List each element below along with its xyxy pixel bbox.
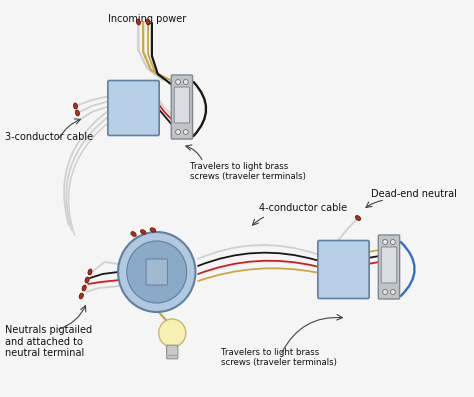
Circle shape [118,232,195,312]
Circle shape [391,239,395,245]
Circle shape [183,129,188,135]
Ellipse shape [75,110,79,116]
Circle shape [183,79,188,85]
Text: Neutrals pigtailed
and attached to
neutral terminal: Neutrals pigtailed and attached to neutr… [5,325,92,358]
Ellipse shape [146,19,150,25]
FancyBboxPatch shape [167,345,178,359]
Circle shape [383,239,388,245]
Ellipse shape [73,103,77,109]
Ellipse shape [88,269,92,275]
Circle shape [127,241,187,303]
FancyBboxPatch shape [378,235,400,299]
FancyBboxPatch shape [381,247,397,283]
Text: Travelers to light brass
screws (traveler terminals): Travelers to light brass screws (travele… [190,162,306,181]
Ellipse shape [140,230,146,234]
Text: 4-conductor cable: 4-conductor cable [259,203,347,213]
Circle shape [391,289,395,295]
FancyBboxPatch shape [146,259,167,285]
Ellipse shape [85,277,89,283]
Circle shape [176,79,181,85]
Circle shape [159,319,186,347]
Ellipse shape [79,293,83,299]
Text: 3-conductor cable: 3-conductor cable [5,132,93,142]
Ellipse shape [150,228,155,232]
Circle shape [383,289,388,295]
Text: Travelers to light brass
screws (traveler terminals): Travelers to light brass screws (travele… [220,348,337,367]
FancyBboxPatch shape [108,81,159,135]
Text: Incoming power: Incoming power [108,14,186,24]
FancyBboxPatch shape [171,75,192,139]
FancyBboxPatch shape [174,87,190,123]
Ellipse shape [131,232,136,236]
Ellipse shape [356,216,361,220]
Text: Dead-end neutral: Dead-end neutral [371,189,456,199]
Ellipse shape [137,19,140,25]
Circle shape [176,129,181,135]
FancyBboxPatch shape [318,241,369,299]
Ellipse shape [82,285,86,291]
